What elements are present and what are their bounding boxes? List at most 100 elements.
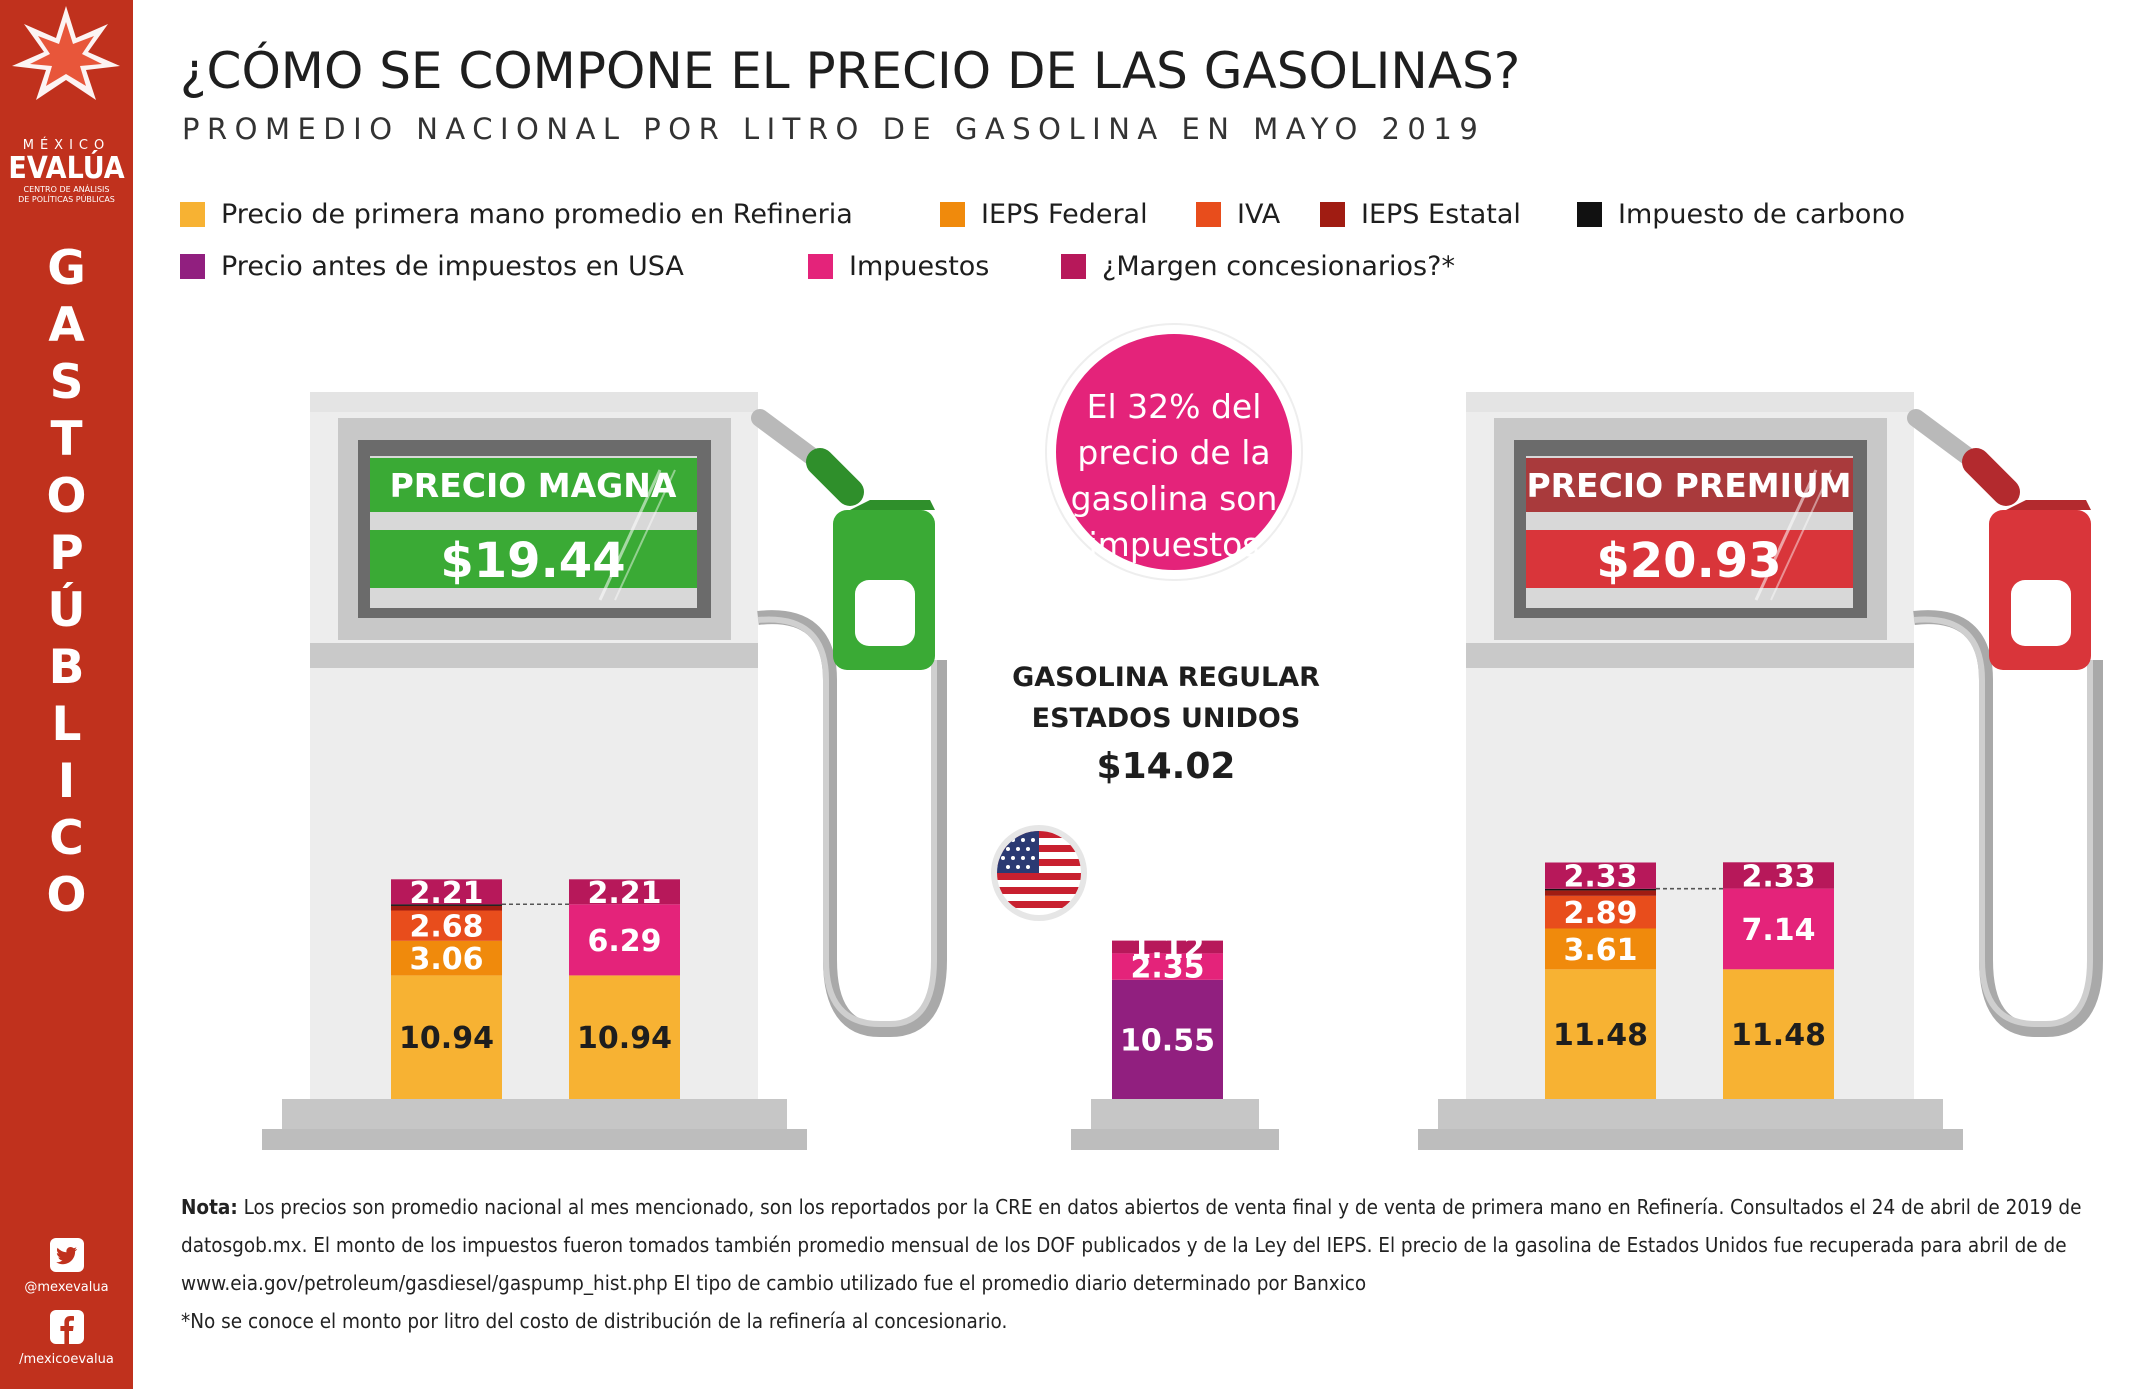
bars-layer: 10.943.062.682.2110.946.292.2110.552.351… — [391, 859, 1834, 1099]
brand-main: EVALÚA — [8, 151, 125, 186]
premium-price-bg — [1526, 530, 1853, 588]
bar-segment — [1723, 862, 1834, 889]
bar-value-label: 6.29 — [587, 924, 661, 959]
bar-segment — [1112, 940, 1223, 954]
vertical-letter: G — [47, 241, 86, 296]
legend-label: IEPS Estatal — [1361, 199, 1521, 230]
page-title: ¿CÓMO SE COMPONE EL PRECIO DE LAS GASOLI… — [180, 42, 1521, 100]
vertical-letter: P — [49, 526, 84, 581]
callout-line: precio de la — [1077, 433, 1270, 472]
legend-swatch — [1061, 254, 1086, 279]
twitter-link[interactable]: @mexevalua — [0, 1238, 133, 1295]
twitter-icon — [49, 1238, 84, 1272]
vertical-letter: L — [51, 697, 82, 752]
vertical-letter: A — [48, 298, 85, 353]
bar-value-label: 2.33 — [1563, 860, 1637, 895]
callout-line: El 32% del — [1087, 387, 1262, 426]
bar-segment — [391, 975, 502, 1099]
bar-value-label: 10.94 — [399, 1021, 494, 1056]
usa-heading: GASOLINA REGULAR — [1012, 662, 1320, 693]
note-footnote: *No se conoce el monto por litro del cos… — [181, 1309, 1008, 1333]
bar-segment — [1545, 969, 1656, 1099]
callout-line: impuestos — [1089, 525, 1260, 564]
bar-segment — [1545, 895, 1656, 929]
callout-circle — [1056, 334, 1292, 570]
legend-swatch — [1196, 202, 1221, 227]
magna-price-bg — [370, 530, 697, 588]
legend-label: IEPS Federal — [981, 199, 1148, 230]
bar-segment — [1545, 890, 1656, 896]
legend-label: Impuestos — [849, 251, 990, 282]
usa-price: $14.02 — [1097, 746, 1236, 787]
vertical-letter: C — [49, 811, 84, 866]
logo-star-icon — [12, 6, 120, 100]
legend-item-margen: ¿Margen concesionarios?* — [1061, 251, 1455, 282]
usa-heading: ESTADOS UNIDOS — [1032, 703, 1301, 734]
bar-segment — [391, 905, 502, 911]
bar-value-label: 2.35 — [1130, 951, 1204, 986]
bar-value-label: 2.89 — [1563, 896, 1637, 931]
bar-segment — [1723, 888, 1834, 970]
legend-swatch — [180, 202, 205, 227]
premium-price: $20.93 — [1596, 533, 1781, 589]
bar-value-label: 11.48 — [1731, 1018, 1826, 1053]
bar-segment — [1545, 862, 1656, 889]
sidebar: MÉXICO EVALÚA CENTRO DE ANÁLISIS DE POLÍ… — [0, 0, 133, 1389]
bar-value-label: 10.94 — [577, 1021, 672, 1056]
bar-value-label: 3.61 — [1563, 933, 1637, 968]
bar-value-label: 2.21 — [587, 876, 661, 911]
usa-flag-icon — [991, 825, 1087, 921]
section-title-vertical: G A S T O P Ú B L I C O — [0, 240, 133, 924]
bar-segment — [391, 904, 502, 906]
legend-label: Impuesto de carbono — [1618, 199, 1905, 230]
callout-line: gasolina son — [1071, 479, 1278, 518]
bar-segment — [1545, 888, 1656, 891]
bar-segment — [391, 910, 502, 941]
vertical-letter: O — [46, 868, 87, 923]
vertical-letter: I — [57, 754, 76, 809]
facebook-link[interactable]: /mexicoevalua — [0, 1310, 133, 1367]
bar-segment — [391, 940, 502, 976]
vertical-letter: T — [50, 412, 83, 467]
facebook-icon — [49, 1310, 84, 1344]
legend-swatch — [1577, 202, 1602, 227]
legend-swatch — [180, 254, 205, 279]
bar-value-label: 3.06 — [409, 942, 483, 977]
legend-item-impuesto-carbono: Impuesto de carbono — [1577, 199, 1905, 230]
bar-value-label: 1.12 — [1130, 931, 1204, 966]
twitter-handle: @mexevalua — [24, 1280, 109, 1295]
magna-price: $19.44 — [440, 533, 625, 589]
note-text: Los precios son promedio nacional al mes… — [181, 1195, 2082, 1295]
legend-swatch — [1320, 202, 1345, 227]
premium-pump: PRECIO PREMIUM $20.93 — [1418, 392, 2103, 1150]
bar-value-label: 10.55 — [1120, 1023, 1215, 1058]
brand-logo: MÉXICO EVALÚA CENTRO DE ANÁLISIS DE POLÍ… — [0, 138, 133, 205]
brand-sub1: CENTRO DE ANÁLISIS — [23, 185, 110, 194]
brand-sub2: DE POLÍTICAS PÚBLICAS — [18, 195, 115, 204]
bar-value-label: 2.21 — [409, 876, 483, 911]
bar-value-label: 11.48 — [1553, 1018, 1648, 1053]
footnote-block: Nota: Los precios son promedio nacional … — [181, 1188, 2101, 1340]
legend-item-ieps-federal: IEPS Federal — [940, 199, 1148, 230]
bar-segment — [391, 879, 502, 905]
bar-segment — [1112, 979, 1223, 1099]
bar-value-label: 2.68 — [409, 910, 483, 945]
legend-swatch — [808, 254, 833, 279]
bar-segment — [569, 879, 680, 905]
note-label: Nota: — [181, 1195, 238, 1219]
bar-segment — [1112, 953, 1223, 980]
bar-value-label: 2.33 — [1741, 859, 1815, 894]
usa-section: El 32% del precio de la gasolina son imp… — [991, 323, 1320, 1150]
facebook-handle: /mexicoevalua — [19, 1352, 114, 1367]
page-subtitle: PROMEDIO NACIONAL POR LITRO DE GASOLINA … — [182, 112, 1486, 146]
legend-item-refineria: Precio de primera mano promedio en Refin… — [180, 199, 853, 230]
magna-label: PRECIO MAGNA — [390, 466, 677, 505]
legend-label: Precio de primera mano promedio en Refin… — [221, 199, 853, 230]
legend-swatch — [940, 202, 965, 227]
premium-label: PRECIO PREMIUM — [1526, 466, 1851, 505]
legend-label: ¿Margen concesionarios?* — [1102, 251, 1455, 282]
bar-segment — [569, 975, 680, 1099]
legend-item-impuestos: Impuestos — [808, 251, 989, 282]
vertical-letter: S — [49, 355, 84, 410]
